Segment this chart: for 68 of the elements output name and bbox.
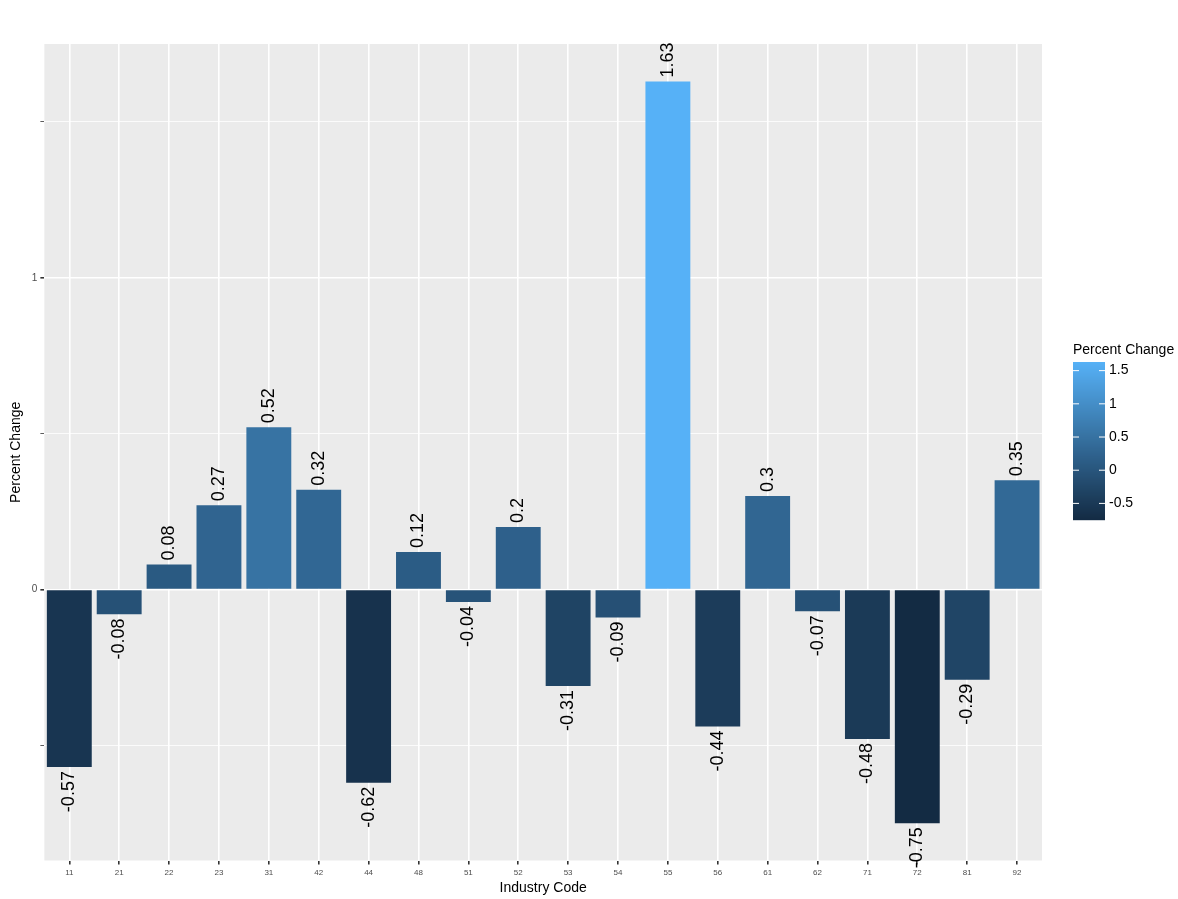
bar: [595, 590, 641, 618]
color-bar-label: 1.5: [1109, 361, 1129, 378]
x-tick-label: 31: [264, 867, 274, 877]
x-tick-label: 71: [862, 867, 873, 877]
bar: [645, 81, 691, 589]
x-tick-label: 21: [114, 867, 125, 877]
data-label: 0.35: [1006, 441, 1027, 477]
x-tick-label: 56: [713, 867, 723, 877]
data-label: -0.31: [557, 690, 578, 732]
data-label: 0.3: [756, 466, 777, 492]
x-tick-label: 52: [513, 867, 524, 877]
data-label: -0.07: [806, 615, 827, 657]
x-tick-label: 54: [613, 867, 623, 877]
data-label: -0.29: [956, 683, 977, 725]
bar: [545, 590, 591, 687]
x-tick-label: 23: [214, 867, 224, 877]
data-label: 0.32: [307, 450, 328, 486]
x-tick-label: 48: [414, 867, 424, 877]
bar: [745, 495, 791, 589]
color-bar-label: 0: [1109, 461, 1117, 478]
data-label: -0.48: [856, 743, 877, 785]
color-bar-label: -0.5: [1109, 494, 1134, 511]
bar: [196, 505, 242, 589]
data-label: -0.44: [706, 730, 727, 772]
x-tick-label: 81: [962, 867, 973, 877]
x-tick-label: 44: [364, 867, 374, 877]
bar: [146, 564, 192, 589]
bar: [844, 590, 890, 740]
bar: [795, 590, 840, 612]
x-tick-label: 53: [563, 867, 574, 877]
bar: [396, 552, 441, 589]
data-label: -0.57: [58, 771, 79, 813]
data-label: 0.08: [158, 525, 179, 561]
y-axis-title: Percent Change: [7, 401, 24, 503]
bar: [46, 590, 92, 768]
bar: [96, 590, 142, 615]
bar: [695, 590, 741, 727]
color-bar-label: 1: [1109, 394, 1117, 411]
bar: [445, 590, 491, 602]
x-axis-title: Industry Code: [499, 879, 587, 896]
x-tick-label: 11: [65, 867, 74, 877]
x-tick-label: 62: [813, 867, 823, 877]
data-label: -0.09: [606, 621, 627, 663]
data-label: 0.52: [257, 388, 278, 424]
data-label: -0.62: [357, 786, 378, 828]
bar: [296, 489, 342, 589]
x-tick-label: 61: [763, 867, 773, 877]
color-bar-label: 0.5: [1109, 427, 1129, 444]
x-tick-label: 22: [164, 867, 175, 877]
x-tick-label: 42: [314, 867, 324, 877]
data-label: 0.12: [407, 512, 428, 549]
x-tick-label: 72: [912, 867, 923, 877]
bar: [894, 590, 940, 824]
data-label: 0.27: [207, 466, 228, 502]
data-label: 1.63: [656, 42, 677, 78]
bar: [944, 590, 990, 680]
bar: [994, 480, 1040, 589]
x-tick-label: 55: [663, 867, 673, 877]
data-label: 0.2: [507, 498, 528, 524]
bar: [246, 427, 292, 589]
bar: [495, 527, 541, 589]
bar: [346, 590, 392, 783]
x-tick-label: 92: [1012, 867, 1023, 877]
data-label: -0.75: [906, 827, 927, 869]
data-label: -0.04: [457, 605, 478, 647]
x-tick-label: 51: [463, 867, 474, 877]
data-label: -0.08: [108, 618, 129, 660]
color-bar-title: Percent Change: [1073, 341, 1175, 357]
